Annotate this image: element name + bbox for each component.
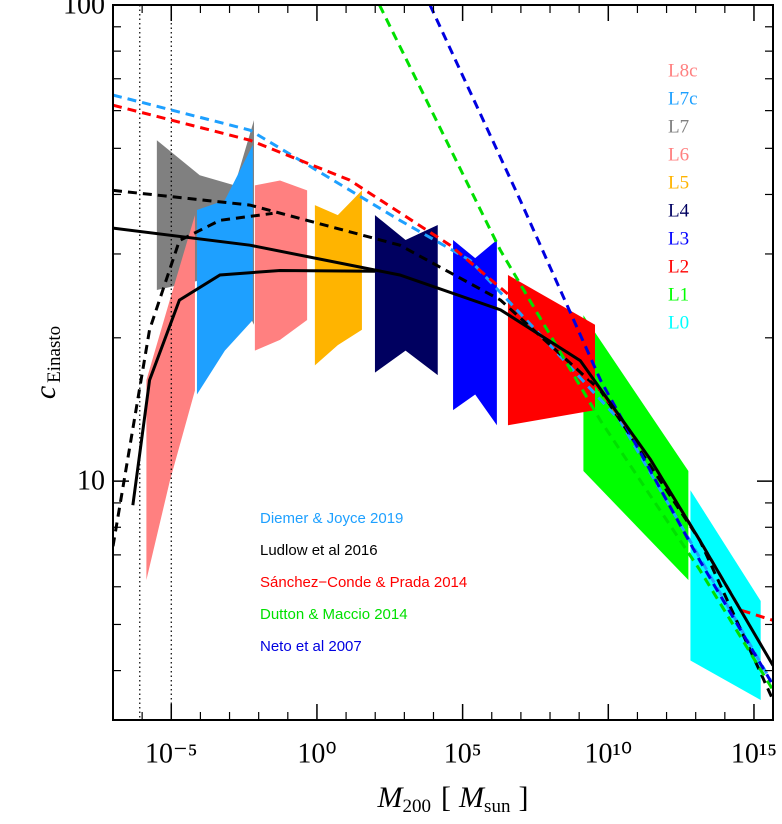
band-label: L5 [668,172,689,193]
y-label-main: c [29,386,62,399]
band-label: L6 [668,144,689,165]
band [314,190,362,366]
band-label: L3 [668,228,689,249]
band-label: L4 [668,200,690,221]
y-label-sub: Einasto [44,326,65,383]
band-label: L7c [668,88,698,109]
band [196,145,253,395]
legend-label: Ludlow et al 2016 [260,542,378,559]
x-tick-label: 10⁵ [444,738,482,769]
curve [428,5,773,686]
x-label-close: ] [518,781,528,814]
x-label-sub: 200 [403,796,432,817]
legend-label: Dutton & Maccio 2014 [260,606,408,623]
legend-label: Diemer & Joyce 2019 [260,510,403,527]
x-label-main: M [377,781,405,814]
x-label-open: [ [441,781,451,814]
curve [131,268,376,506]
curve [113,211,273,547]
band [453,239,497,426]
band [507,274,596,426]
y-tick-label: 10 [77,466,105,497]
legend-label: Neto et al 2007 [260,638,362,655]
legend-label: Sánchez−Conde & Prada 2014 [260,574,467,591]
band [254,180,308,351]
x-tick-label: 10¹⁵ [731,738,777,769]
band [374,215,438,376]
band-label: L8c [668,60,698,81]
plot [113,5,773,720]
x-axis-label: M200[Msun] [377,781,529,817]
x-tick-label: 10⁰ [297,738,336,769]
x-label-unit: M [458,781,486,814]
band-label: L1 [668,284,689,305]
x-tick-label: 10⁻⁵ [145,738,198,769]
band-label: L7 [668,116,689,137]
y-axis-label: c Einasto [29,326,65,399]
band-label: L2 [668,256,689,277]
curve [113,226,773,667]
band-label: L0 [668,312,689,333]
x-label-unit-sub: sun [484,796,511,817]
x-tick-label: 10¹⁰ [584,738,632,769]
y-tick-label: 100 [63,0,105,20]
curve [378,5,773,691]
frame [112,4,774,721]
